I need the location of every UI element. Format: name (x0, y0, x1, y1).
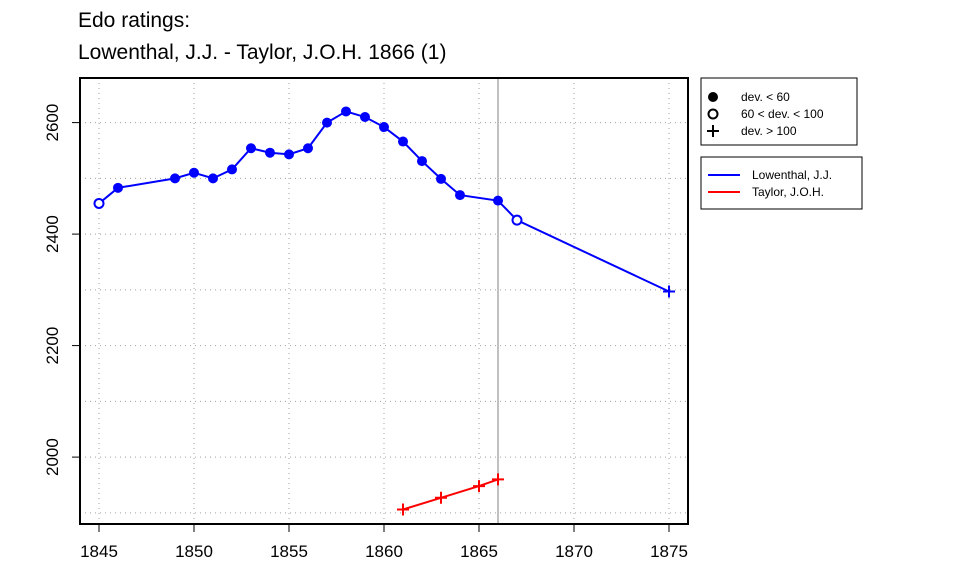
data-point (398, 136, 408, 147)
x-tick-label: 1860 (365, 542, 403, 561)
series-1 (397, 473, 504, 516)
data-point (455, 190, 465, 201)
legend-marker (707, 108, 719, 120)
x-axis: 1845 1850 1855 1860 1865 1870 1875 (80, 523, 688, 561)
series-0 (93, 106, 675, 298)
series-legend-box (700, 156, 863, 210)
data-point (473, 480, 485, 493)
data-point (492, 473, 504, 486)
data-point (170, 173, 180, 184)
data-point (189, 167, 199, 178)
x-tick-label: 1865 (460, 542, 498, 561)
y-tick-label: 2200 (43, 327, 62, 365)
marker-legend-label: 60 < dev. < 100 (741, 107, 824, 121)
data-point (493, 195, 503, 206)
data-point (397, 503, 409, 516)
x-tick-label: 1850 (175, 542, 213, 561)
marker-legend-label: dev. > 100 (741, 124, 797, 138)
series-group (93, 106, 675, 516)
legend-marker (708, 92, 718, 102)
marker-legend-box (700, 77, 858, 146)
legend-marker (707, 125, 719, 137)
series-line (402, 478, 499, 511)
series-legend-label: Lowenthal, J.J. (752, 168, 832, 182)
data-point (227, 164, 237, 175)
chart-title-line-1: Edo ratings: (78, 9, 191, 32)
series-legend-label: Taylor, J.O.H. (752, 185, 824, 199)
marker-legend: dev. < 60 60 < dev. < 100 dev. > 100 (700, 77, 858, 146)
data-point (379, 122, 389, 133)
data-point (663, 285, 675, 298)
data-point (284, 149, 294, 160)
y-tick-label: 2600 (43, 104, 62, 142)
marker-legend-label: dev. < 60 (741, 90, 790, 104)
data-point (208, 173, 218, 184)
x-tick-label: 1845 (80, 542, 118, 561)
grid-lines (80, 78, 688, 524)
data-point (322, 117, 332, 128)
data-point (511, 214, 523, 226)
data-point (435, 491, 447, 504)
y-tick-label: 2000 (43, 438, 62, 476)
plot-frame (79, 77, 689, 525)
data-point (93, 197, 105, 209)
data-point (265, 147, 275, 158)
data-point (417, 156, 427, 167)
chart-title-line-2: Lowenthal, J.J. - Taylor, J.O.H. 1866 (1… (78, 41, 447, 64)
data-point (113, 182, 123, 193)
data-point (246, 143, 256, 154)
series-legend: Lowenthal, J.J. Taylor, J.O.H. (700, 156, 863, 210)
x-tick-label: 1875 (650, 542, 688, 561)
x-tick-label: 1855 (270, 542, 308, 561)
data-point (436, 173, 446, 184)
y-axis: 2000 2200 2400 2600 (43, 104, 80, 476)
data-point (341, 106, 351, 117)
data-point (360, 112, 370, 123)
data-point (303, 143, 313, 154)
y-tick-label: 2400 (43, 215, 62, 253)
x-tick-label: 1870 (555, 542, 593, 561)
